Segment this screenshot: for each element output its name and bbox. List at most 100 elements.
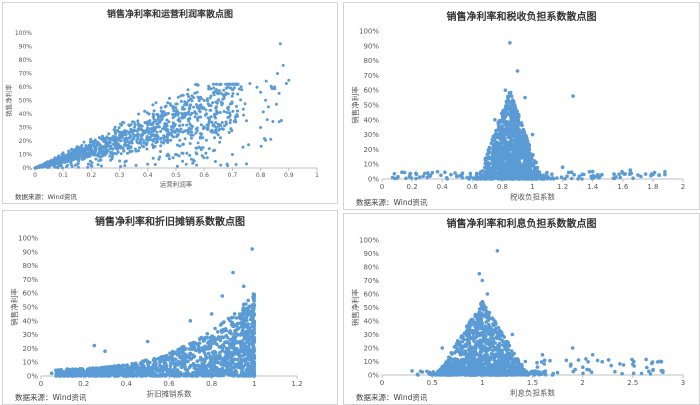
scatter-points	[410, 249, 665, 377]
scatter-point	[507, 156, 511, 160]
scatter-point	[104, 140, 107, 144]
scatter-point	[205, 123, 209, 127]
scatter-point	[657, 173, 661, 177]
scatter-point	[200, 154, 204, 158]
x-tick-label: 0.2	[407, 183, 418, 191]
y-tick-label: 60%	[363, 87, 379, 95]
scatter-point	[53, 164, 57, 168]
scatter-point	[126, 151, 129, 155]
scatter-point	[236, 332, 240, 337]
scatter-point	[228, 86, 232, 90]
scatter-point	[252, 349, 256, 353]
scatter-point	[159, 130, 163, 133]
scatter-point	[130, 149, 134, 153]
scatter-point	[495, 147, 499, 151]
scatter-point	[233, 82, 236, 86]
y-tick-label: 30%	[19, 125, 33, 132]
scatter-point	[477, 333, 482, 337]
scatter-point	[187, 99, 191, 102]
scatter-point	[138, 362, 143, 366]
scatter-point	[177, 111, 180, 115]
scatter-point	[597, 174, 601, 179]
scatter-point	[516, 133, 521, 137]
scatter-point	[590, 169, 595, 174]
scatter-point	[172, 135, 175, 139]
scatter-point	[151, 370, 155, 375]
scatter-point	[113, 130, 117, 134]
scatter-point	[222, 329, 227, 333]
scatter-point	[181, 107, 184, 111]
scatter-point	[571, 94, 575, 98]
scatter-point	[516, 139, 521, 144]
scatter-point	[156, 117, 160, 121]
scatter-point	[56, 368, 60, 372]
scatter-point	[208, 357, 213, 361]
scatter-point	[284, 82, 288, 85]
scatter-point	[233, 357, 237, 362]
scatter-point	[205, 345, 210, 350]
scatter-point	[175, 164, 179, 168]
scatter-point	[59, 164, 63, 168]
scatter-point	[93, 138, 97, 142]
scatter-point	[580, 177, 584, 181]
scatter-point	[230, 129, 234, 133]
scatter-point	[109, 145, 112, 149]
scatter-point	[129, 123, 133, 127]
scatter-point	[115, 143, 119, 147]
scatter-point	[497, 170, 502, 175]
y-axis-label: 销售净利率	[9, 288, 19, 326]
scatter-point	[250, 338, 255, 343]
scatter-point	[205, 156, 209, 160]
y-tick-label: 20%	[19, 138, 33, 145]
scatter-point	[102, 151, 106, 155]
scatter-point	[201, 366, 205, 370]
chart-panel-depreciation: 销售净利率和折旧摊销系数散点图 0% 10% 20% 30% 40% 50% 60% 70% 80…	[2, 210, 338, 405]
scatter-point	[524, 146, 528, 151]
scatter-point	[518, 147, 522, 152]
scatter-point	[243, 307, 247, 311]
scatter-point	[500, 159, 505, 163]
x-tick-label: 1.5	[527, 379, 538, 387]
scatter-point	[195, 146, 199, 150]
scatter-point	[207, 369, 211, 373]
scatter-point	[57, 160, 60, 164]
scatter-point	[231, 109, 235, 113]
scatter-point	[210, 369, 215, 373]
scatter-point	[219, 163, 223, 167]
scatter-point	[176, 129, 180, 133]
scatter-point	[98, 151, 102, 155]
scatter-point	[523, 174, 527, 178]
scatter-point	[204, 138, 208, 142]
scatter-point	[145, 136, 149, 140]
scatter-point	[247, 334, 251, 339]
scatter-point	[130, 141, 134, 145]
scatter-point	[428, 174, 432, 178]
y-tick-label: 0%	[22, 165, 32, 172]
scatter-point	[243, 102, 247, 106]
scatter-point	[199, 148, 203, 152]
chart-panel-interest-burden: 销售净利率和利息负担系数散点图 0% 10% 20% 30% 40% 50% 60% 70% 80…	[343, 213, 700, 405]
scatter-point	[209, 104, 213, 108]
scatter-point	[168, 364, 173, 368]
scatter-point	[392, 172, 397, 176]
scatter-point	[125, 129, 128, 133]
scatter-point	[187, 95, 190, 98]
scatter-point	[140, 374, 145, 378]
scatter-point	[248, 355, 252, 359]
scatter-point	[209, 374, 213, 378]
scatter-point	[168, 131, 172, 135]
scatter-point	[117, 126, 121, 130]
scatter-point	[494, 326, 498, 331]
scatter-point	[212, 86, 216, 90]
x-tick-label: 3	[681, 379, 685, 387]
scatter-point	[663, 169, 667, 174]
scatter-point	[186, 88, 190, 92]
scatter-point	[176, 95, 180, 99]
scatter-point	[426, 171, 430, 175]
scatter-point	[108, 154, 112, 158]
scatter-point	[70, 367, 75, 371]
scatter-point	[110, 136, 114, 140]
scatter-point	[455, 342, 459, 346]
scatter-point	[155, 369, 159, 373]
scatter-point	[414, 172, 419, 177]
